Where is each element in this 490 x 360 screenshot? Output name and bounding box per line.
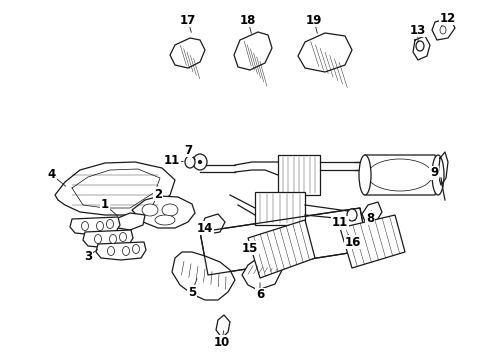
Ellipse shape bbox=[120, 233, 126, 242]
Polygon shape bbox=[70, 217, 120, 235]
Ellipse shape bbox=[347, 209, 357, 221]
Ellipse shape bbox=[359, 155, 371, 195]
Polygon shape bbox=[83, 230, 133, 248]
Ellipse shape bbox=[122, 247, 129, 256]
Polygon shape bbox=[202, 214, 225, 234]
Text: 15: 15 bbox=[242, 242, 258, 255]
Polygon shape bbox=[432, 18, 455, 40]
Text: 6: 6 bbox=[256, 288, 264, 302]
Text: 14: 14 bbox=[197, 221, 213, 234]
Ellipse shape bbox=[107, 247, 115, 256]
Polygon shape bbox=[248, 220, 315, 278]
Polygon shape bbox=[55, 162, 175, 215]
Ellipse shape bbox=[432, 155, 444, 195]
Ellipse shape bbox=[81, 221, 89, 230]
Ellipse shape bbox=[97, 221, 103, 230]
Ellipse shape bbox=[416, 41, 424, 51]
Text: 16: 16 bbox=[345, 235, 361, 248]
Text: 18: 18 bbox=[240, 13, 256, 27]
Text: 4: 4 bbox=[48, 168, 56, 181]
Polygon shape bbox=[132, 196, 195, 228]
Ellipse shape bbox=[162, 204, 178, 216]
Text: 13: 13 bbox=[410, 23, 426, 36]
Polygon shape bbox=[362, 155, 440, 195]
Polygon shape bbox=[170, 38, 205, 68]
Polygon shape bbox=[362, 202, 382, 224]
Text: 11: 11 bbox=[332, 216, 348, 230]
Polygon shape bbox=[200, 208, 368, 275]
Polygon shape bbox=[298, 33, 352, 72]
Polygon shape bbox=[340, 215, 405, 268]
Ellipse shape bbox=[95, 234, 101, 243]
Ellipse shape bbox=[440, 26, 446, 34]
Text: 8: 8 bbox=[366, 211, 374, 225]
Text: 10: 10 bbox=[214, 336, 230, 348]
Polygon shape bbox=[96, 242, 146, 260]
Polygon shape bbox=[242, 258, 282, 290]
Polygon shape bbox=[112, 213, 145, 230]
Ellipse shape bbox=[132, 244, 140, 253]
Ellipse shape bbox=[142, 204, 158, 216]
Ellipse shape bbox=[155, 215, 175, 225]
Text: 11: 11 bbox=[164, 153, 180, 166]
Ellipse shape bbox=[106, 220, 114, 229]
Text: 2: 2 bbox=[154, 188, 162, 201]
Polygon shape bbox=[172, 252, 235, 300]
Text: 3: 3 bbox=[84, 249, 92, 262]
Ellipse shape bbox=[185, 156, 195, 168]
Text: 19: 19 bbox=[306, 13, 322, 27]
Ellipse shape bbox=[109, 234, 117, 243]
Text: 1: 1 bbox=[101, 198, 109, 211]
Polygon shape bbox=[216, 315, 230, 338]
Ellipse shape bbox=[193, 154, 207, 170]
Text: 5: 5 bbox=[188, 285, 196, 298]
Polygon shape bbox=[234, 32, 272, 70]
Ellipse shape bbox=[198, 161, 201, 163]
Text: 17: 17 bbox=[180, 13, 196, 27]
Polygon shape bbox=[255, 192, 305, 225]
Text: 9: 9 bbox=[430, 166, 438, 180]
Polygon shape bbox=[278, 155, 320, 195]
Text: 12: 12 bbox=[440, 12, 456, 24]
Text: 7: 7 bbox=[184, 144, 192, 157]
